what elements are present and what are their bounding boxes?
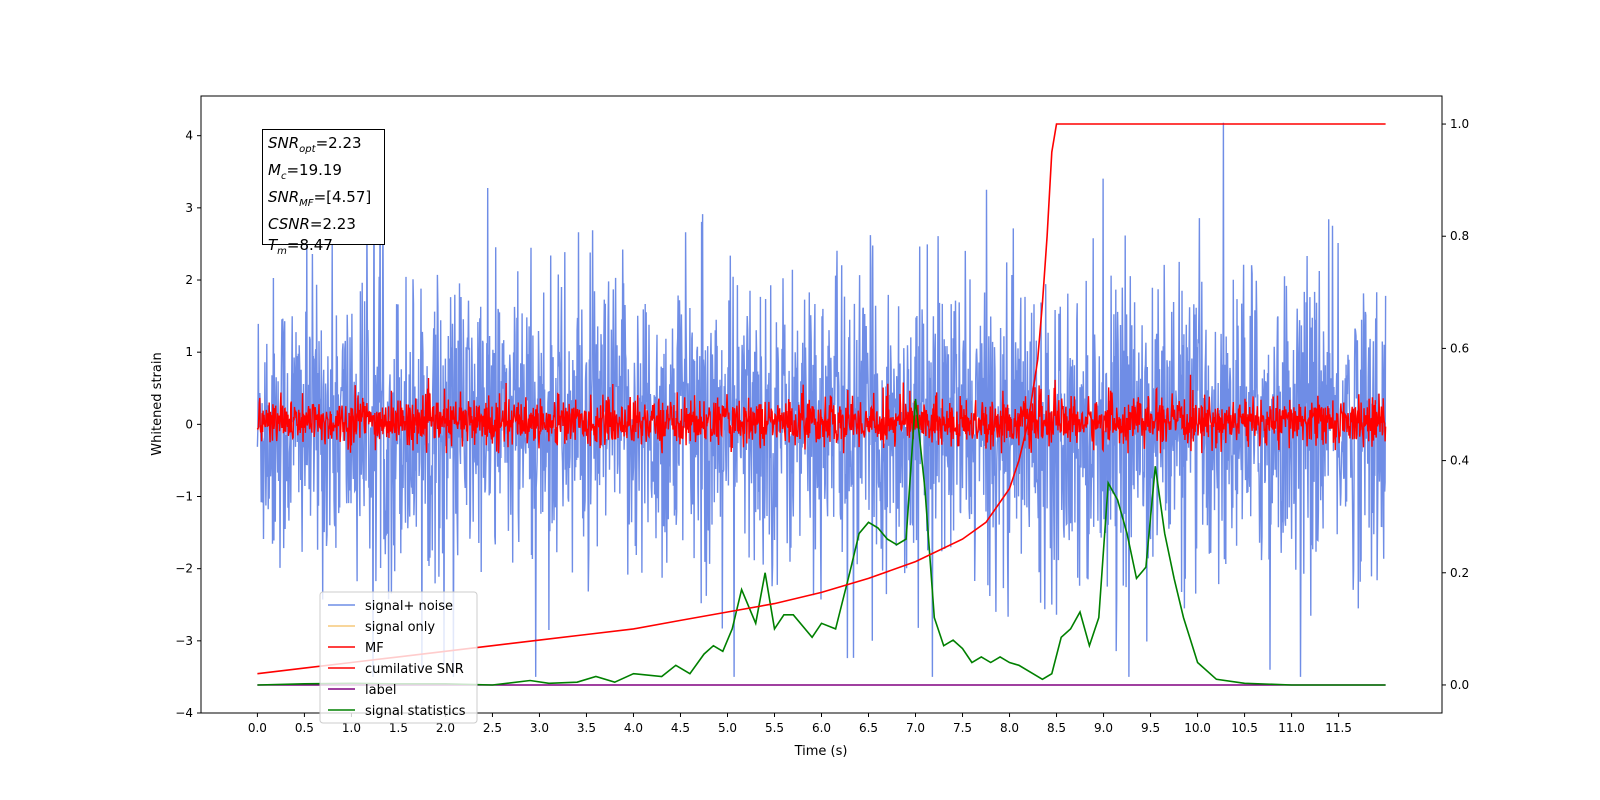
legend-entry: label xyxy=(365,683,396,698)
x-tick-label: 10.0 xyxy=(1184,721,1211,735)
y-right-tick-label: 1.0 xyxy=(1450,117,1469,131)
x-tick-label: 0.5 xyxy=(295,721,314,735)
x-tick-label: 3.0 xyxy=(530,721,549,735)
x-tick-label: 11.0 xyxy=(1278,721,1305,735)
x-tick-label: 1.0 xyxy=(342,721,361,735)
y-right-tick-label: 0.8 xyxy=(1450,229,1469,243)
x-tick-label: 5.0 xyxy=(718,721,737,735)
x-tick-label: 7.0 xyxy=(906,721,925,735)
y-tick-label: 1 xyxy=(185,345,193,359)
y-right-tick-label: 0.2 xyxy=(1450,566,1469,580)
x-tick-label: 5.5 xyxy=(765,721,784,735)
x-tick-label: 8.0 xyxy=(1000,721,1019,735)
y-tick-label: −2 xyxy=(175,562,193,576)
y-tick-label: −4 xyxy=(175,706,193,720)
y-right-tick-label: 0.0 xyxy=(1450,678,1469,692)
x-tick-label: 7.5 xyxy=(953,721,972,735)
info-snr-mf: SNRMF=[4.57] xyxy=(268,188,372,209)
x-tick-label: 10.5 xyxy=(1231,721,1258,735)
info-csnr: CSNR=2.23 xyxy=(268,215,356,233)
series-signal-noise xyxy=(256,122,1387,677)
x-tick-label: 8.5 xyxy=(1047,721,1066,735)
y-axis-left: −4 −3 −2 −1 0 1 2 3 4 xyxy=(175,129,201,720)
info-chirp-mass: Mc=19.19 xyxy=(268,161,342,182)
info-snr-opt: SNRopt=2.23 xyxy=(268,134,362,155)
info-box: SNRopt=2.23 Mc=19.19 SNRMF=[4.57] CSNR=2… xyxy=(262,129,385,257)
x-tick-label: 11.5 xyxy=(1325,721,1352,735)
series-mf xyxy=(256,374,1387,454)
x-tick-label: 4.0 xyxy=(624,721,643,735)
y-tick-label: −3 xyxy=(175,634,193,648)
y-right-tick-label: 0.6 xyxy=(1450,341,1469,355)
legend-entry: MF xyxy=(365,641,384,656)
legend-entry: signal only xyxy=(365,620,435,635)
x-tick-label: 1.5 xyxy=(389,721,408,735)
x-axis-label: Time (s) xyxy=(794,744,848,759)
series-signal-statistics xyxy=(257,398,1386,686)
legend-entry: signal statistics xyxy=(365,704,466,719)
x-tick-label: 2.0 xyxy=(436,721,455,735)
legend-box xyxy=(319,591,478,724)
info-tm: Tm=8.47 xyxy=(268,236,333,257)
y-tick-label: 4 xyxy=(185,129,193,143)
y-axis-right: 0.0 0.2 0.4 0.6 0.8 1.0 xyxy=(1442,117,1469,692)
y-tick-label: 3 xyxy=(185,201,193,215)
x-tick-label: 2.5 xyxy=(483,721,502,735)
x-tick-label: 9.0 xyxy=(1094,721,1113,735)
legend-entry: signal+ noise xyxy=(365,599,453,614)
x-axis: 0.0 0.5 1.0 1.5 2.0 2.5 3.0 3.5 4.0 4.5 5.0 5.5 6.0 6… xyxy=(248,713,1352,735)
y-tick-label: 0 xyxy=(185,417,193,431)
legend-entry: cumilative SNR xyxy=(365,662,464,677)
y-right-tick-label: 0.4 xyxy=(1450,454,1469,468)
y-tick-label: 2 xyxy=(185,273,193,287)
x-tick-label: 9.5 xyxy=(1141,721,1160,735)
x-tick-label: 4.5 xyxy=(671,721,690,735)
x-tick-label: 6.0 xyxy=(812,721,831,735)
y-axis-label: Whitened strain xyxy=(150,352,165,455)
y-tick-label: −1 xyxy=(175,490,193,504)
x-tick-label: 0.0 xyxy=(248,721,267,735)
legend: signal+ noise signal only MF cumilative SNR… xyxy=(319,591,478,724)
x-tick-label: 3.5 xyxy=(577,721,596,735)
x-tick-label: 6.5 xyxy=(859,721,878,735)
